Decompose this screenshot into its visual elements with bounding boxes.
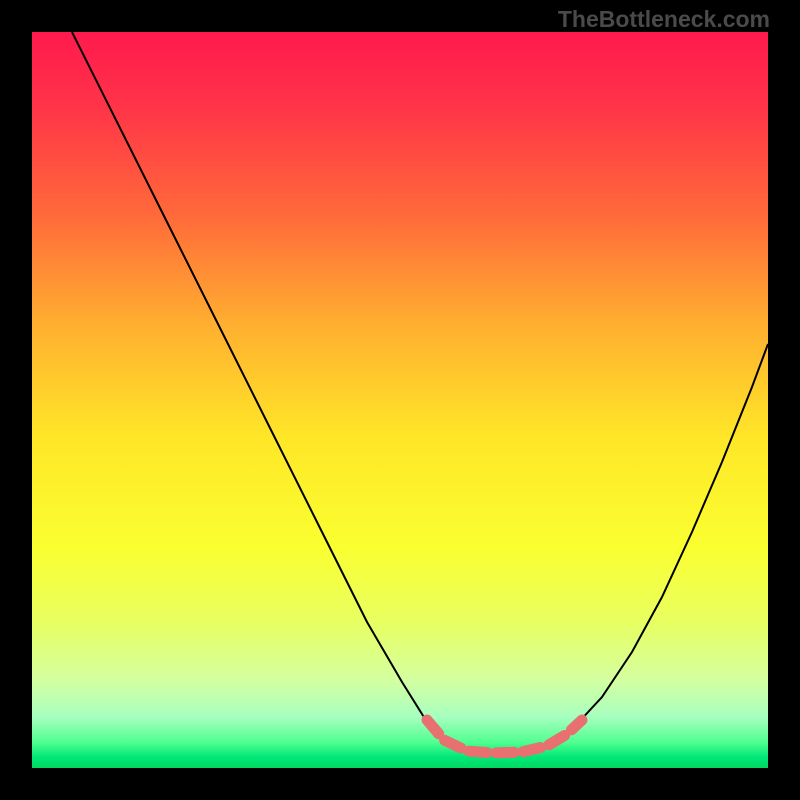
chart-container: TheBottleneck.com — [0, 0, 800, 800]
chart-svg — [32, 32, 768, 768]
plot-area — [32, 32, 768, 768]
gradient-background — [32, 32, 768, 768]
watermark-text: TheBottleneck.com — [558, 6, 770, 33]
